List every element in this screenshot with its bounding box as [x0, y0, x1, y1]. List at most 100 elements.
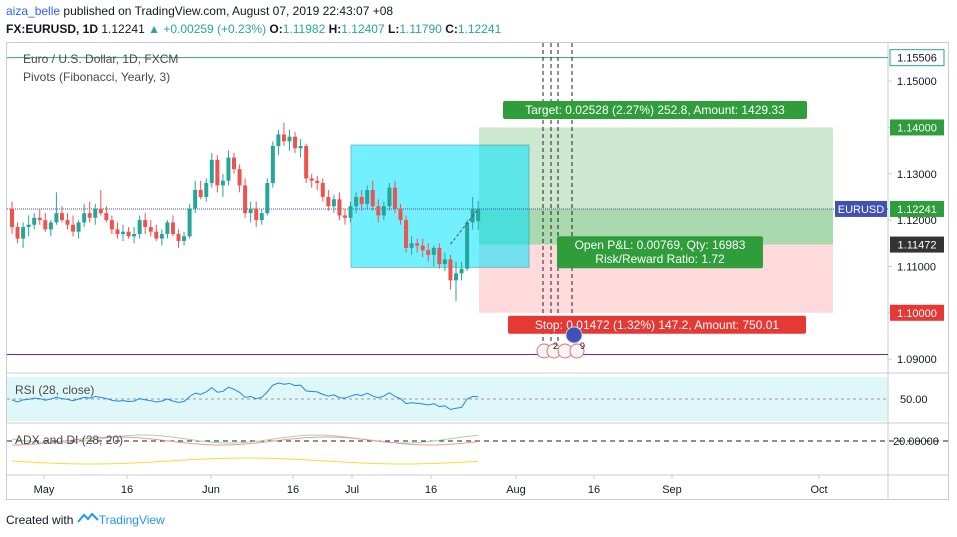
candle-body	[170, 222, 175, 235]
open-pl-bg	[557, 236, 763, 269]
candle-body	[176, 234, 181, 241]
candle-body	[476, 208, 481, 222]
candle-body	[387, 187, 392, 207]
candle-body	[215, 159, 220, 186]
candle-body	[359, 196, 364, 204]
low-label: L:	[388, 22, 400, 36]
time-axis-label: 16	[588, 484, 600, 496]
minus-di-line	[11, 436, 479, 446]
symbol-name: FX:EURUSD, 1D	[6, 22, 99, 36]
candle-body	[448, 259, 453, 281]
tradingview-logo-icon	[76, 512, 99, 527]
high-label: H:	[328, 22, 342, 36]
candle-body	[309, 178, 314, 181]
adx-legend[interactable]: ADX and DI (28, 20)	[15, 433, 124, 447]
candle-body	[132, 234, 137, 237]
target-zone	[479, 127, 833, 245]
candle-body	[59, 213, 64, 221]
candle-body	[37, 217, 42, 221]
candle-body	[76, 222, 81, 232]
candle-body	[98, 208, 103, 214]
time-axis-label: Aug	[506, 484, 526, 496]
candle-body	[381, 206, 386, 216]
candle-body	[115, 229, 120, 235]
price-tick-label: 1.09000	[897, 354, 937, 366]
candle-body	[220, 180, 225, 186]
candle-body	[276, 134, 281, 146]
candle-body	[93, 208, 98, 218]
candle-body	[226, 157, 231, 181]
candle-body	[54, 213, 59, 223]
price-badge-label: 1.15506	[897, 53, 937, 65]
candle-body	[354, 196, 359, 207]
candle-body	[376, 206, 381, 216]
target-label-bg	[503, 101, 807, 119]
candle-body	[298, 145, 303, 149]
candle-body	[182, 236, 187, 241]
candle-body	[315, 180, 320, 184]
candle-body	[109, 220, 114, 230]
candle-body	[254, 208, 259, 221]
candle-body	[442, 259, 447, 265]
candle-body	[204, 183, 209, 197]
price-badge-label: 1.12241	[897, 204, 937, 216]
candle-body	[415, 243, 420, 246]
adx-scale-label: 20.00000	[893, 436, 939, 448]
candle-body	[365, 189, 370, 204]
price-badge	[889, 49, 945, 67]
pivots-legend[interactable]: Pivots (Fibonacci, Yearly, 3)	[23, 70, 171, 84]
publish-info: published on TradingView.com, August 07,…	[63, 4, 394, 18]
tradingview-brand[interactable]: TradingView	[98, 513, 165, 527]
event-flag-icon	[565, 326, 583, 344]
candle-body	[465, 222, 470, 269]
rsi-legend[interactable]: RSI (28, close)	[15, 383, 95, 397]
candle-body	[259, 213, 264, 221]
candle-body	[15, 227, 20, 239]
candle-body	[409, 243, 414, 248]
candle-body	[148, 227, 153, 232]
candle-body	[426, 250, 431, 255]
event-marker-label: 2	[553, 341, 558, 351]
price-change: +0.00259 (+0.23%)	[163, 22, 267, 36]
author-link[interactable]: aiza_belle	[6, 4, 61, 18]
symbol-line: FX:EURUSD, 1D 1.12241 ▲ +0.00259 (+0.23%…	[6, 22, 501, 36]
entry-projection	[450, 208, 479, 245]
candle-body	[454, 273, 458, 281]
candle-body	[287, 136, 292, 142]
candle-body	[431, 247, 436, 255]
candle-body	[126, 231, 131, 237]
candle-body	[48, 222, 53, 230]
adx-line	[11, 457, 479, 465]
time-axis-label: Jul	[345, 484, 359, 496]
candle-body	[370, 189, 375, 207]
candle-body	[121, 231, 125, 235]
candle-body	[392, 187, 397, 209]
time-axis-label: Oct	[810, 484, 827, 496]
publish-line: aiza_belle published on TradingView.com,…	[6, 4, 393, 18]
price-badge-label: EURUSD	[838, 204, 885, 216]
event-flag-icon	[569, 343, 585, 359]
time-axis-label: 16	[121, 484, 133, 496]
last-price: 1.12241	[101, 22, 145, 36]
candle-body	[265, 183, 270, 214]
price-badge	[890, 304, 944, 321]
candle-body	[398, 208, 403, 221]
time-axis-label: 16	[425, 484, 437, 496]
open-label: O:	[269, 22, 283, 36]
candle-body	[43, 220, 48, 230]
candle-body	[348, 206, 353, 218]
open-value: 1.11982	[282, 22, 326, 36]
range-box	[350, 144, 530, 268]
price-badge	[890, 200, 944, 217]
candle-body	[243, 185, 248, 214]
candle-body	[26, 224, 31, 228]
candle-body	[320, 183, 325, 197]
candle-body	[87, 213, 92, 218]
price-badge-label: 1.10000	[897, 308, 937, 320]
chart-canvas[interactable]: Target: 0.02528 (2.27%) 252.8, Amount: 1…	[7, 43, 948, 499]
candle-body	[165, 222, 170, 235]
plus-di-line	[11, 434, 479, 444]
price-badge	[835, 200, 887, 217]
chart-frame[interactable]: Target: 0.02528 (2.27%) 252.8, Amount: 1…	[6, 42, 949, 500]
candle-body	[304, 145, 309, 179]
